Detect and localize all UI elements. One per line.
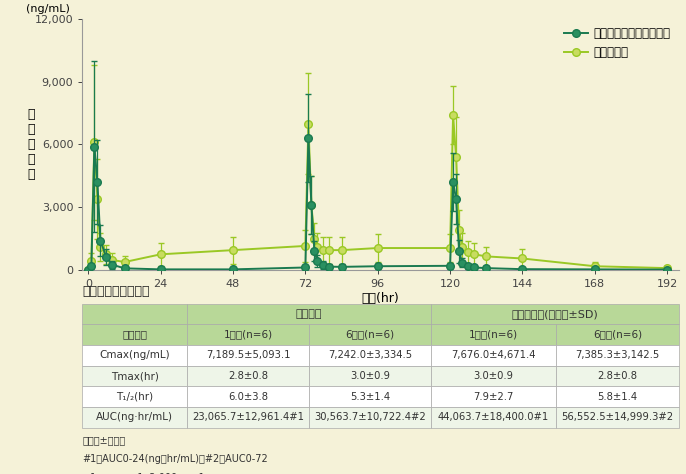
Text: 測定時期: 測定時期 [122,329,147,340]
Text: #1：AUC0-24(ng・hr/mL)、#2：AUC0-72: #1：AUC0-24(ng・hr/mL)、#2：AUC0-72 [82,454,268,464]
Text: 7,676.0±4,671.4: 7,676.0±4,671.4 [451,350,536,360]
Text: Tmax(hr): Tmax(hr) [110,371,158,381]
Bar [309,407,431,428]
Text: AUC(ng·hr/mL): AUC(ng·hr/mL) [96,412,173,422]
Text: 7,189.5±5,093.1: 7,189.5±5,093.1 [206,350,290,360]
Bar [82,366,187,386]
Text: 6日目(n=6): 6日目(n=6) [593,329,642,340]
Bar [431,386,556,407]
Bar [309,345,431,366]
Text: 2.8±0.8: 2.8±0.8 [598,371,637,381]
Text: 5.8±1.4: 5.8±1.4 [598,392,637,402]
Text: アセチル体(平均値±SD): アセチル体(平均値±SD) [512,309,599,319]
Text: 血
漿
中
濃
度: 血 漿 中 濃 度 [28,108,36,181]
Bar [431,345,556,366]
X-axis label: 時間(hr): 時間(hr) [362,292,400,305]
Bar [556,386,679,407]
Text: 23,065.7±12,961.4#1: 23,065.7±12,961.4#1 [192,412,304,422]
Bar [556,366,679,386]
Text: 3.0±0.9: 3.0±0.9 [473,371,514,381]
Text: 6日目(n=6): 6日目(n=6) [346,329,395,340]
Text: ×1日目と６日目は1回2,000mg、1日１回投与: ×1日目と６日目は1回2,000mg、1日１回投与 [82,473,235,474]
Bar [187,324,309,345]
Text: 平均値±標準差: 平均値±標準差 [82,436,126,446]
Bar [556,324,679,345]
Text: 56,552.5±14,999.3#2: 56,552.5±14,999.3#2 [561,412,674,422]
Legend: メサラジン（未変化体）, アセチル体: メサラジン（未変化体）, アセチル体 [560,22,676,64]
Text: 7,385.3±3,142.5: 7,385.3±3,142.5 [576,350,659,360]
Bar [187,407,309,428]
Text: T₁/₂(hr): T₁/₂(hr) [116,392,153,402]
Text: 7,242.0±3,334.5: 7,242.0±3,334.5 [328,350,412,360]
Text: 30,563.7±10,722.4#2: 30,563.7±10,722.4#2 [314,412,426,422]
Bar [431,366,556,386]
Bar [431,324,556,345]
Text: 7.9±2.7: 7.9±2.7 [473,392,514,402]
Bar [556,345,679,366]
Bar [82,345,187,366]
Text: 5.3±1.4: 5.3±1.4 [351,392,390,402]
Text: 1日目(n=6): 1日目(n=6) [224,329,272,340]
Bar [187,386,309,407]
Text: 1日目(n=6): 1日目(n=6) [469,329,518,340]
Text: (ng/mL): (ng/mL) [25,4,69,14]
Bar [82,386,187,407]
Bar [431,303,679,324]
Bar [187,366,309,386]
Bar [82,303,187,324]
Bar [187,303,431,324]
Bar [309,366,431,386]
Bar [556,407,679,428]
Bar [309,386,431,407]
Text: 3.0±0.9: 3.0±0.9 [351,371,390,381]
Text: 6.0±3.8: 6.0±3.8 [228,392,268,402]
Bar [82,324,187,345]
Text: Cmax(ng/mL): Cmax(ng/mL) [99,350,170,360]
Bar [431,407,556,428]
Bar [187,345,309,366]
Text: 薬物動態パラメータ: 薬物動態パラメータ [82,285,150,298]
Text: 未変化体: 未変化体 [296,309,322,319]
Text: 44,063.7±18,400.0#1: 44,063.7±18,400.0#1 [438,412,549,422]
Bar [82,407,187,428]
Bar [309,324,431,345]
Text: 2.8±0.8: 2.8±0.8 [228,371,268,381]
